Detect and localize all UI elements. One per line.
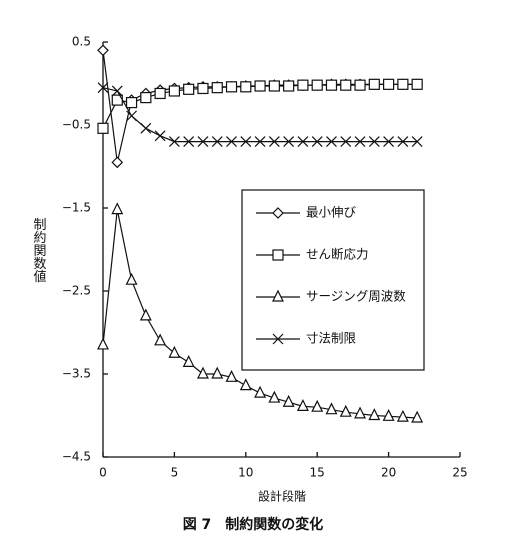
y-tick-label: −0.5 xyxy=(62,118,91,132)
caption: 図 7 制約関数の変化 xyxy=(183,516,324,533)
data-point xyxy=(325,79,338,91)
data-point xyxy=(211,82,223,94)
data-point xyxy=(283,80,295,92)
data-point xyxy=(154,130,166,142)
y-tick-label: −4.5 xyxy=(62,450,91,464)
data-point xyxy=(411,78,423,90)
data-point xyxy=(354,79,366,91)
data-point xyxy=(183,136,195,148)
data-point xyxy=(296,399,309,411)
data-point xyxy=(97,44,109,57)
data-point xyxy=(396,409,409,422)
data-point xyxy=(211,136,223,148)
data-point xyxy=(97,337,109,350)
data-point xyxy=(125,272,138,285)
data-point xyxy=(382,408,395,421)
data-point xyxy=(154,333,167,346)
data-point xyxy=(226,136,237,148)
data-point xyxy=(168,136,180,148)
data-point xyxy=(411,136,423,148)
data-point xyxy=(411,410,424,423)
data-point xyxy=(140,122,152,134)
data-point xyxy=(197,136,209,148)
data-point xyxy=(111,85,123,97)
data-point xyxy=(183,83,195,95)
data-point xyxy=(240,81,252,93)
x-tick-label: 5 xyxy=(171,466,179,480)
data-point xyxy=(225,369,238,382)
data-point xyxy=(268,390,281,403)
data-point xyxy=(326,136,337,148)
data-point xyxy=(283,136,295,148)
data-point xyxy=(340,79,352,91)
data-point xyxy=(297,79,309,91)
legend-marker xyxy=(272,333,284,345)
data-point xyxy=(140,92,152,104)
data-point xyxy=(196,366,209,379)
data-point xyxy=(168,345,181,358)
y-tick-label: −3.5 xyxy=(62,367,91,381)
data-point xyxy=(354,406,367,419)
data-point xyxy=(368,408,381,421)
data-point xyxy=(268,80,280,92)
data-point xyxy=(139,308,152,321)
data-point xyxy=(368,136,380,148)
data-point xyxy=(311,136,323,148)
data-point xyxy=(268,136,280,148)
data-point xyxy=(397,78,409,90)
data-point xyxy=(354,136,366,148)
data-point xyxy=(311,79,323,91)
data-point xyxy=(254,136,266,148)
data-point xyxy=(254,80,266,92)
data-point xyxy=(383,136,395,148)
y-axis-label: 制約関数値 xyxy=(31,218,47,283)
data-point xyxy=(282,394,295,407)
data-point xyxy=(325,402,338,415)
data-point xyxy=(97,82,109,94)
data-point xyxy=(254,385,267,398)
data-point xyxy=(340,136,352,148)
data-point xyxy=(383,78,395,90)
data-point xyxy=(240,136,252,148)
x-axis-label: 設計段階 xyxy=(258,489,306,504)
y-tick-label: −1.5 xyxy=(62,201,91,215)
data-point xyxy=(225,81,238,93)
data-point xyxy=(368,78,380,90)
data-point xyxy=(297,136,309,148)
data-point xyxy=(339,404,352,417)
data-point xyxy=(397,136,409,148)
data-point xyxy=(197,82,209,95)
data-point xyxy=(168,85,180,97)
legend-marker xyxy=(272,207,284,219)
legend-label: サージング周波数 xyxy=(306,289,406,304)
legend-marker xyxy=(272,249,284,261)
x-tick-label: 25 xyxy=(452,466,467,480)
data-point xyxy=(97,122,109,134)
data-point xyxy=(182,355,195,367)
legend-box xyxy=(241,189,425,371)
data-point xyxy=(154,87,166,100)
y-tick-label: 0.5 xyxy=(72,35,91,49)
data-point xyxy=(239,378,252,391)
legend-label: 最小伸び xyxy=(306,205,357,220)
x-tick-label: 10 xyxy=(238,466,253,480)
data-point xyxy=(111,156,124,169)
x-tick-label: 20 xyxy=(381,466,396,480)
legend-label: せん断応力 xyxy=(306,247,369,262)
data-point xyxy=(125,96,138,109)
legend-label: 寸法制限 xyxy=(306,331,357,346)
data-point xyxy=(311,399,324,412)
data-point xyxy=(211,366,224,379)
y-tick-label: −2.5 xyxy=(62,284,91,298)
data-point xyxy=(111,202,124,215)
x-tick-label: 15 xyxy=(310,466,325,480)
legend-marker xyxy=(272,289,284,302)
x-tick-label: 0 xyxy=(99,466,107,480)
data-point xyxy=(126,110,137,122)
